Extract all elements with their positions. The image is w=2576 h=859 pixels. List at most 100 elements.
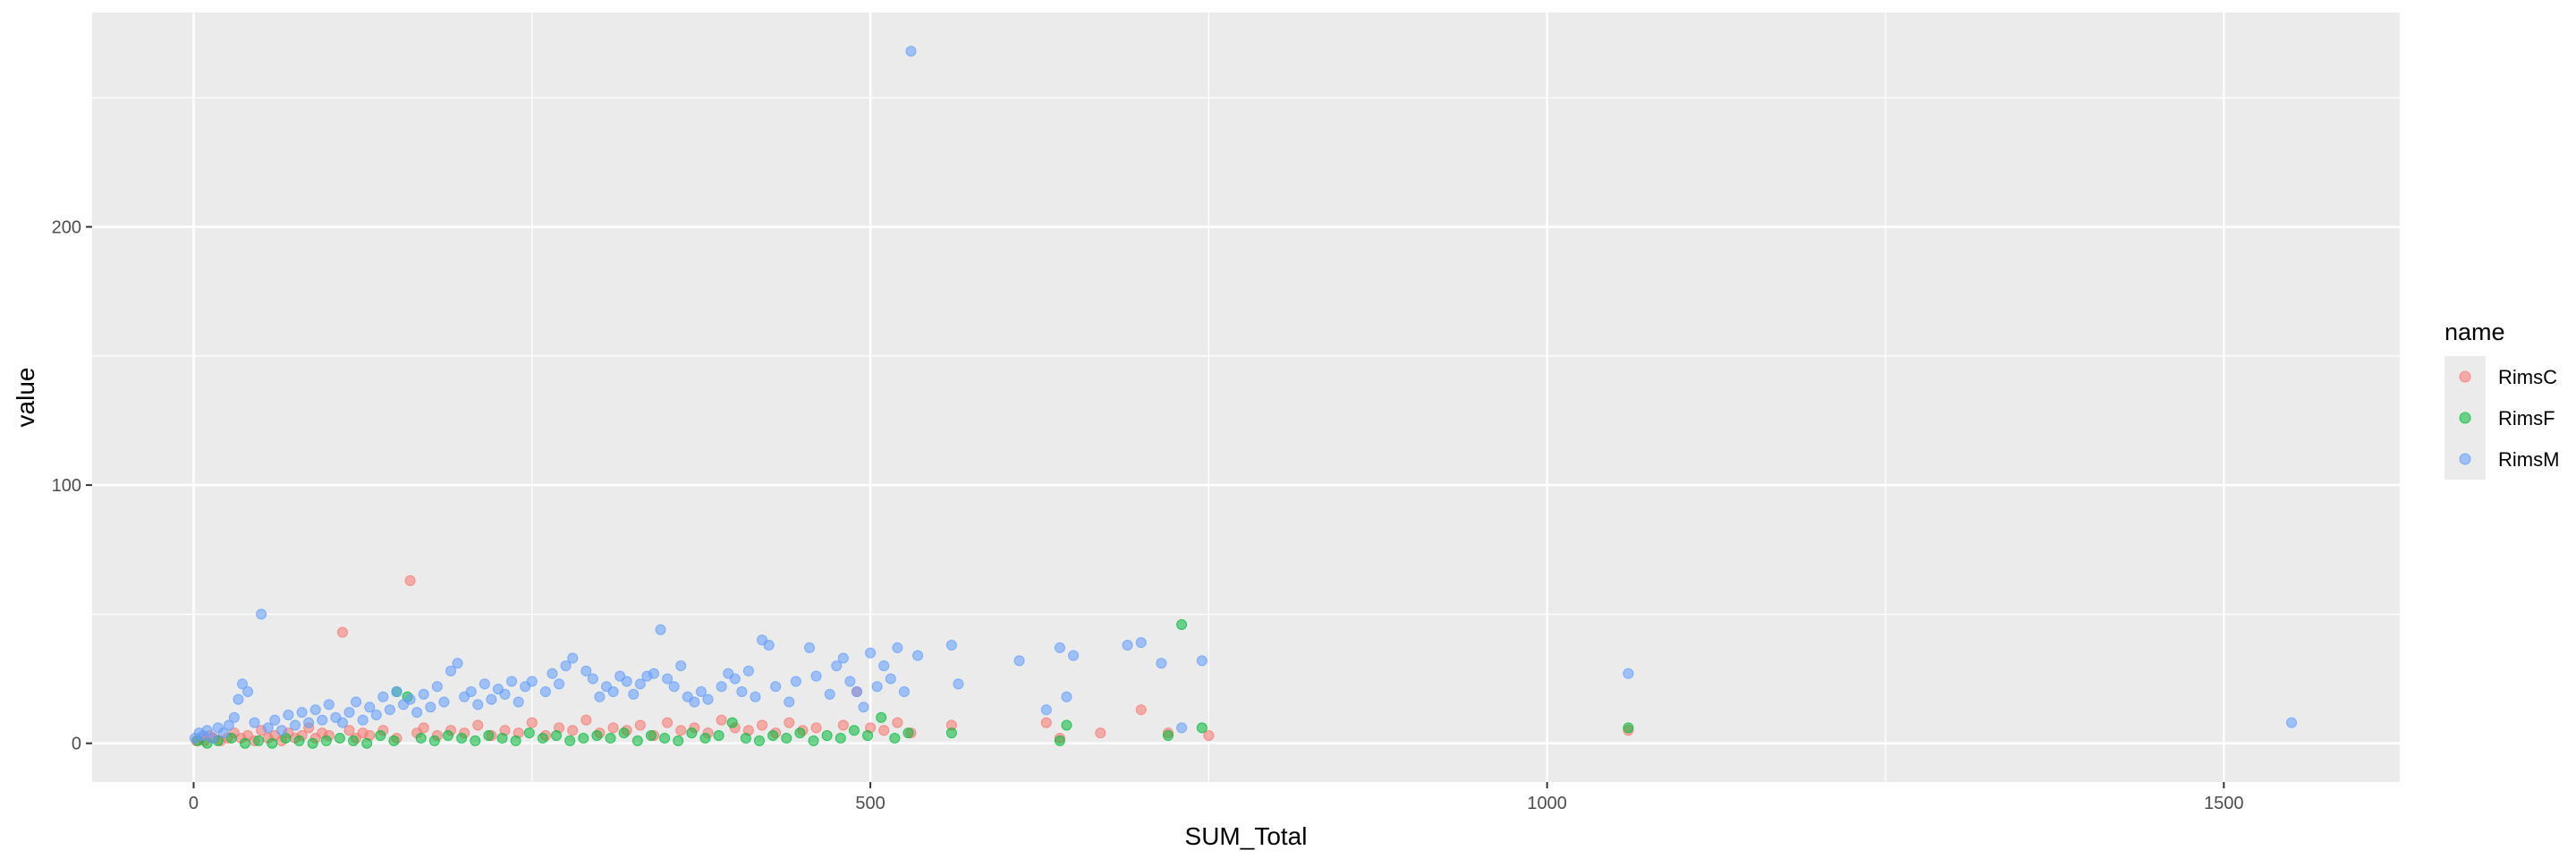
data-point xyxy=(668,681,680,693)
data-point xyxy=(348,735,360,746)
data-point xyxy=(835,732,846,744)
data-point xyxy=(892,642,903,653)
data-point xyxy=(483,730,495,742)
data-point xyxy=(621,676,632,687)
data-point xyxy=(343,707,355,719)
data-point xyxy=(634,719,646,731)
data-point xyxy=(377,691,389,702)
data-point xyxy=(673,735,684,746)
data-point xyxy=(554,678,565,690)
data-point xyxy=(662,673,674,685)
data-point xyxy=(784,696,795,708)
legend-key-point xyxy=(2459,453,2471,465)
data-point xyxy=(384,704,395,716)
data-point xyxy=(675,725,687,736)
data-point xyxy=(770,681,782,693)
x-axis-ticks: 0 500 1000 1500 xyxy=(189,782,2244,813)
data-point xyxy=(750,691,761,702)
data-point xyxy=(320,735,332,746)
data-point xyxy=(892,717,903,728)
data-point xyxy=(648,668,659,679)
data-point xyxy=(343,725,355,736)
data-point xyxy=(479,678,490,690)
data-point xyxy=(631,735,643,746)
data-point xyxy=(655,624,666,635)
x-tick-label: 1500 xyxy=(2204,794,2244,813)
data-point xyxy=(317,714,328,726)
data-point xyxy=(225,732,237,744)
data-point xyxy=(837,719,849,731)
data-point xyxy=(445,665,456,676)
data-point xyxy=(526,717,538,728)
legend-label: RimsF xyxy=(2498,407,2555,430)
data-point xyxy=(267,737,278,749)
data-point xyxy=(472,699,484,710)
data-point xyxy=(506,676,518,687)
data-point xyxy=(675,660,687,672)
data-point xyxy=(808,735,819,746)
panel-background xyxy=(92,13,2400,782)
data-point xyxy=(307,737,318,749)
data-point xyxy=(526,676,538,687)
data-point xyxy=(1135,704,1147,716)
data-point xyxy=(810,722,822,734)
data-point xyxy=(242,685,254,697)
data-point xyxy=(810,670,822,682)
data-point xyxy=(465,685,477,697)
series-RimsF xyxy=(192,618,1634,749)
data-point xyxy=(442,730,453,742)
data-point xyxy=(551,730,563,742)
data-point xyxy=(878,725,890,736)
data-point xyxy=(1095,727,1106,739)
data-point xyxy=(1061,719,1072,731)
data-point xyxy=(293,735,305,746)
data-point xyxy=(233,693,244,705)
data-point xyxy=(902,727,914,739)
data-point xyxy=(736,685,748,697)
data-point xyxy=(428,735,440,746)
data-point xyxy=(334,732,345,744)
data-point xyxy=(1054,642,1065,653)
data-point xyxy=(740,732,751,744)
series-RimsM xyxy=(190,46,2297,744)
data-point xyxy=(323,699,335,710)
data-point xyxy=(1068,650,1080,661)
data-point xyxy=(580,714,592,726)
data-point xyxy=(1156,658,1167,669)
data-point xyxy=(289,719,301,731)
data-point xyxy=(889,732,901,744)
data-point xyxy=(858,702,869,713)
data-point xyxy=(905,46,917,57)
data-point xyxy=(404,574,416,586)
data-point xyxy=(351,696,362,708)
data-point xyxy=(223,719,234,731)
data-point xyxy=(634,678,646,690)
legend-title: name xyxy=(2445,319,2505,345)
data-point xyxy=(953,678,964,690)
data-points xyxy=(190,46,2297,749)
data-point xyxy=(296,707,308,719)
data-point xyxy=(510,735,521,746)
data-point xyxy=(578,732,589,744)
data-point xyxy=(699,732,711,744)
data-point xyxy=(591,730,603,742)
data-point xyxy=(452,658,463,669)
data-point xyxy=(781,732,792,744)
data-point xyxy=(1176,618,1188,630)
data-point xyxy=(560,660,572,672)
data-point xyxy=(357,714,369,726)
x-tick-label: 1000 xyxy=(1527,794,1567,813)
x-tick-label: 0 xyxy=(189,794,199,813)
data-point xyxy=(824,688,835,700)
data-point xyxy=(794,727,806,739)
data-point xyxy=(713,730,724,742)
data-point xyxy=(885,673,896,685)
data-point xyxy=(865,647,877,659)
data-point xyxy=(790,676,801,687)
y-tick-label: 100 xyxy=(52,476,81,496)
data-point xyxy=(876,711,887,723)
data-point xyxy=(418,722,429,734)
data-point xyxy=(686,727,698,739)
data-point xyxy=(871,681,883,693)
